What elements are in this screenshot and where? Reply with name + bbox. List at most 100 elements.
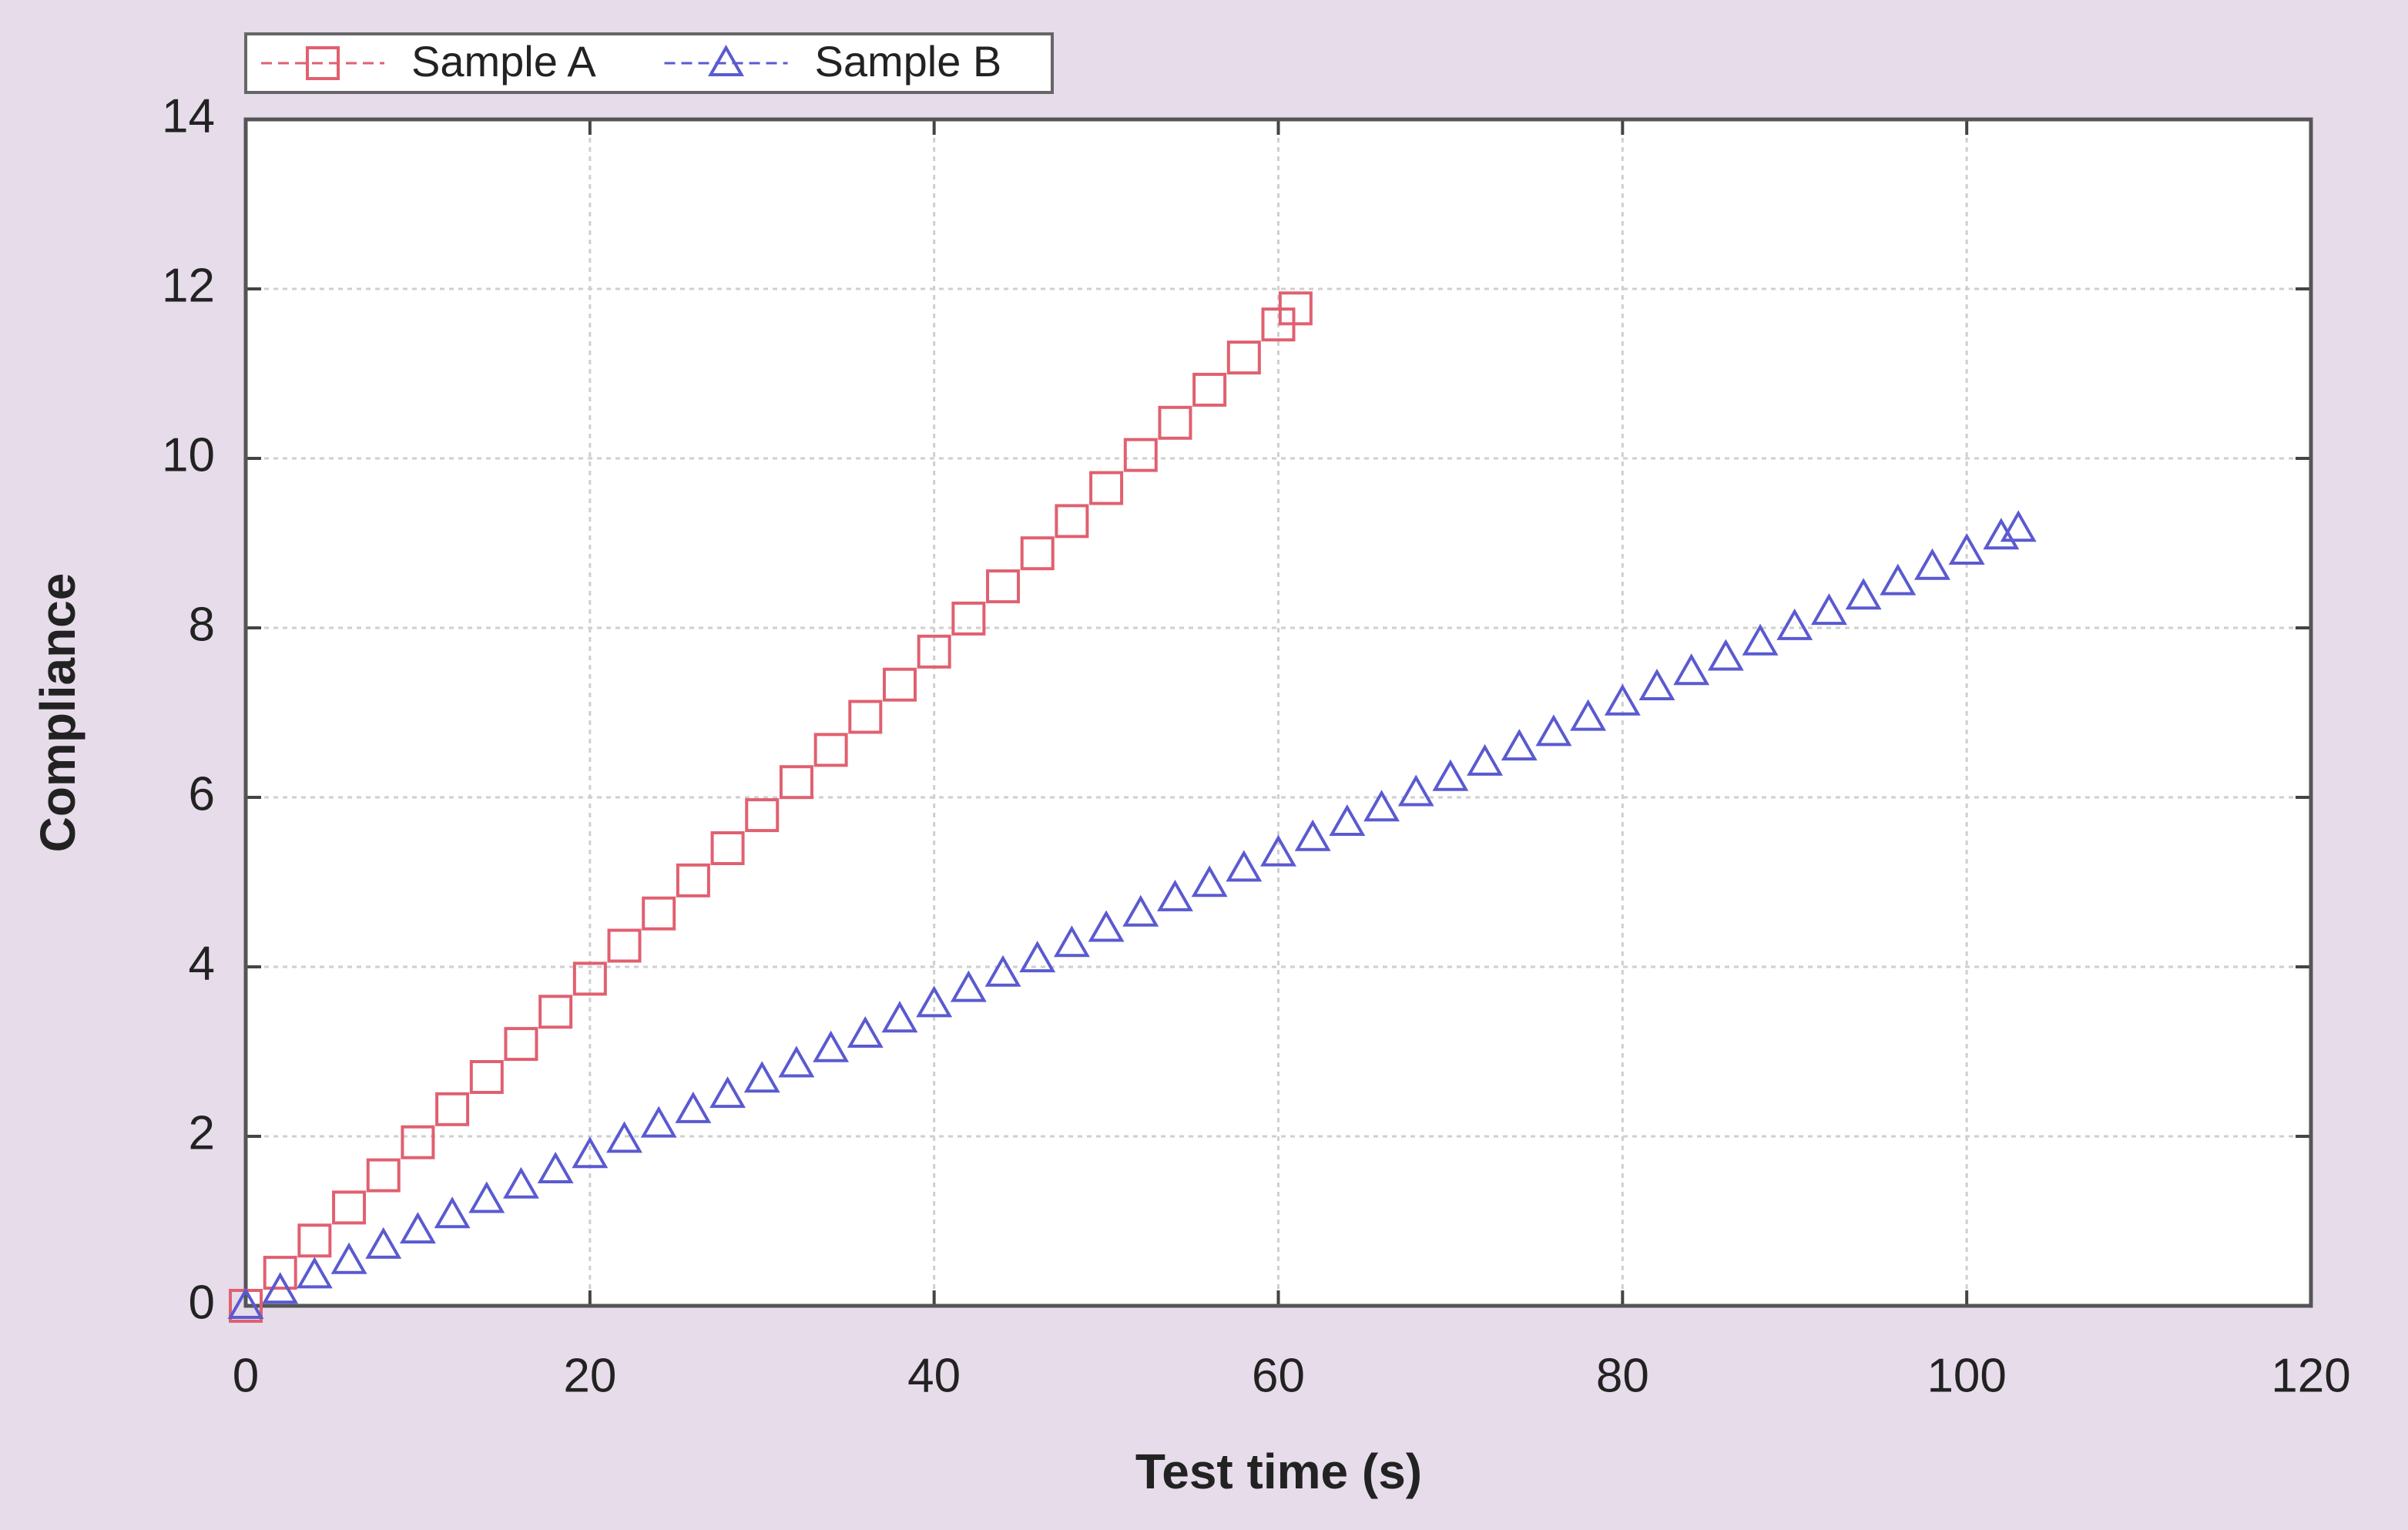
y-tick-label: 12 [162, 259, 215, 312]
data-point [847, 1015, 884, 1048]
data-point [1948, 532, 1985, 565]
data-point [1707, 639, 1744, 671]
data-point [263, 1256, 297, 1290]
data-point [986, 569, 1021, 604]
legend-marker [306, 46, 340, 80]
data-point [1122, 894, 1159, 927]
legend-label: Sample B [815, 37, 1002, 86]
y-tick-label: 10 [162, 428, 215, 481]
y-tick-label: 14 [162, 89, 215, 143]
data-point [642, 896, 676, 931]
x-tick-label: 40 [907, 1349, 961, 1402]
data-point [1467, 743, 1504, 776]
data-point [297, 1223, 332, 1258]
data-point [572, 1136, 609, 1169]
data-point [1673, 653, 1710, 686]
data-point [1570, 699, 1607, 731]
y-axis-title: Compliance [30, 573, 86, 853]
y-tick-label: 8 [189, 598, 215, 651]
data-point [1983, 518, 2020, 550]
data-point [469, 1060, 504, 1094]
x-axis-title: Test time (s) [1135, 1444, 1422, 1499]
y-tick-label: 2 [189, 1106, 215, 1159]
data-point [1019, 941, 1056, 973]
data-point [882, 667, 917, 702]
data-point [778, 1045, 815, 1078]
data-point [1776, 608, 1813, 640]
data-point [1535, 714, 1572, 747]
data-point [848, 700, 883, 734]
data-point [1880, 563, 1917, 596]
data-point [1501, 729, 1538, 761]
data-point [468, 1181, 505, 1213]
data-point [951, 601, 986, 636]
data-point [262, 1272, 299, 1304]
data-point [227, 1287, 264, 1319]
data-point [1192, 372, 1227, 407]
data-point [503, 1166, 539, 1199]
x-tick-label: 80 [1596, 1349, 1649, 1402]
x-tick-label: 100 [1927, 1349, 2006, 1402]
data-point [710, 831, 745, 865]
data-point [1638, 668, 1675, 700]
data-point [984, 955, 1021, 987]
data-point [813, 733, 848, 767]
data-point [330, 1242, 367, 1274]
plot-frame [243, 117, 2313, 1308]
data-point [1397, 774, 1434, 807]
data-point [745, 798, 780, 833]
data-point [1088, 910, 1125, 942]
x-tick-label: 120 [2271, 1349, 2350, 1402]
data-point [1810, 593, 1847, 626]
data-point [1260, 834, 1296, 867]
data-point [572, 961, 607, 996]
data-point [676, 863, 710, 898]
data-point [1157, 879, 1193, 911]
data-point [435, 1092, 470, 1126]
data-point [950, 970, 987, 1002]
data-point [1845, 578, 1882, 610]
data-point [1226, 341, 1261, 375]
data-point [1191, 865, 1228, 898]
data-point [709, 1076, 746, 1109]
data-point [2000, 510, 2037, 542]
data-point [779, 765, 813, 800]
data-point [537, 1151, 574, 1183]
data-point [1089, 471, 1124, 505]
data-point [1158, 405, 1192, 440]
legend-marker [708, 44, 744, 76]
data-point [1020, 536, 1055, 571]
data-point [1123, 438, 1158, 472]
data-point [1432, 759, 1469, 791]
y-tick-label: 4 [189, 937, 215, 990]
x-tick-label: 60 [1252, 1349, 1305, 1402]
data-point [538, 995, 573, 1029]
data-point [1742, 623, 1779, 656]
data-point [1055, 504, 1089, 539]
data-point [332, 1190, 367, 1225]
data-point [504, 1027, 538, 1062]
data-point [881, 1001, 918, 1033]
y-tick-label: 0 [189, 1276, 215, 1329]
data-point [640, 1106, 677, 1138]
data-point [399, 1212, 436, 1244]
y-tick-label: 6 [189, 767, 215, 820]
data-point [607, 928, 642, 963]
data-point [401, 1125, 435, 1159]
x-tick-label: 0 [233, 1349, 259, 1402]
data-point [296, 1257, 333, 1289]
data-point [1604, 683, 1641, 716]
data-point [916, 985, 953, 1018]
data-point [1278, 291, 1313, 326]
data-point [743, 1061, 780, 1093]
legend-label: Sample A [411, 37, 596, 86]
data-point [1914, 548, 1950, 580]
data-point [1294, 819, 1331, 851]
data-point [366, 1158, 401, 1193]
data-point [1226, 850, 1263, 882]
data-point [606, 1121, 642, 1153]
data-point [675, 1091, 712, 1123]
data-point [365, 1226, 402, 1259]
data-point [1363, 790, 1400, 822]
